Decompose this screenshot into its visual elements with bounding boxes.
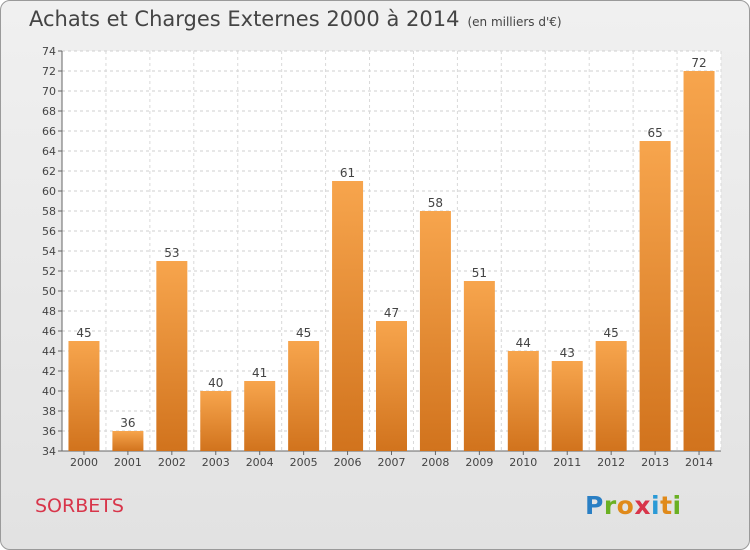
bar	[419, 211, 451, 451]
data-label: 47	[384, 306, 399, 320]
bar	[463, 281, 495, 451]
y-tick-label: 44	[42, 345, 56, 358]
x-tick-label: 2013	[641, 456, 669, 469]
y-tick-label: 50	[42, 285, 56, 298]
x-tick-label: 2006	[334, 456, 362, 469]
y-tick-label: 42	[42, 365, 56, 378]
town-name: SORBETS	[35, 495, 124, 517]
bar	[507, 351, 539, 451]
x-tick-label: 2004	[246, 456, 274, 469]
y-tick-label: 72	[42, 65, 56, 78]
data-label: 45	[296, 326, 311, 340]
y-tick-label: 60	[42, 185, 56, 198]
x-tick-label: 2007	[378, 456, 406, 469]
logo-letter: r	[603, 491, 617, 520]
x-tick-label: 2011	[553, 456, 581, 469]
x-tick-label: 2012	[597, 456, 625, 469]
data-label: 41	[252, 366, 267, 380]
data-label: 51	[472, 266, 487, 280]
logo-letter: x	[634, 491, 651, 520]
data-labels: 45 36 53 40 41 45 61 47 58 51 44 43 45 65 72	[76, 56, 706, 430]
x-tick-label: 2008	[421, 456, 449, 469]
y-tick-label: 58	[42, 205, 56, 218]
x-tick-label: 2014	[685, 456, 713, 469]
x-tick-label: 2001	[114, 456, 142, 469]
y-tick-label: 70	[42, 85, 56, 98]
title-text: Achats et Charges Externes 2000 à 2014	[29, 7, 460, 31]
y-tick-label: 36	[42, 425, 56, 438]
bar	[244, 381, 276, 451]
data-label: 53	[164, 246, 179, 260]
bar	[639, 141, 671, 451]
data-label: 65	[647, 126, 662, 140]
y-tick-label: 38	[42, 405, 56, 418]
data-label: 40	[208, 376, 223, 390]
bar	[376, 321, 407, 451]
bar	[595, 341, 627, 451]
data-label: 61	[340, 166, 355, 180]
y-tick-label: 40	[42, 385, 56, 398]
bar	[332, 181, 364, 451]
bar	[288, 341, 320, 451]
x-tick-label: 2005	[290, 456, 318, 469]
data-label: 72	[691, 56, 706, 70]
chart-title: Achats et Charges Externes 2000 à 2014 (e…	[29, 7, 562, 31]
y-tick-label: 46	[42, 325, 56, 338]
bar	[68, 341, 100, 451]
subtitle-text: (en milliers d'€)	[467, 15, 562, 29]
y-tick-label: 66	[42, 125, 56, 138]
y-tick-label: 48	[42, 305, 56, 318]
bar	[551, 361, 583, 451]
data-label: 45	[604, 326, 619, 340]
y-tick-label: 52	[42, 265, 56, 278]
logo-letter: t	[660, 491, 673, 520]
bar	[112, 431, 144, 451]
y-tick-label: 54	[42, 245, 56, 258]
x-tick-label: 2010	[509, 456, 537, 469]
x-tick-label: 2002	[158, 456, 186, 469]
data-label: 36	[120, 416, 135, 430]
y-tick-label: 56	[42, 225, 56, 238]
y-tick-label: 74	[42, 45, 56, 58]
data-label: 45	[76, 326, 91, 340]
logo-letter: i	[651, 491, 661, 520]
bars	[68, 71, 715, 451]
bar	[156, 261, 188, 451]
x-tick-label: 2003	[202, 456, 230, 469]
data-label: 44	[516, 336, 531, 350]
y-tick-label: 64	[42, 145, 56, 158]
proxiti-logo[interactable]: Proxiti	[585, 491, 682, 520]
x-tick-label: 2009	[465, 456, 493, 469]
x-tick-label: 2000	[70, 456, 98, 469]
logo-letter: o	[616, 491, 635, 520]
logo-letter: P	[585, 491, 604, 520]
logo-letter: i	[672, 491, 682, 520]
bar	[200, 391, 232, 451]
y-tick-label: 68	[42, 105, 56, 118]
y-tick-label: 34	[42, 445, 56, 458]
data-label: 43	[560, 346, 575, 360]
bar	[683, 71, 715, 451]
y-tick-label: 62	[42, 165, 56, 178]
data-label: 58	[428, 196, 443, 210]
y-tick-labels: 34 36 38 40 42 44 46 48 50 52 54 56 58 60 62 64 66 68 70 72…	[42, 45, 56, 458]
x-tick-labels: 2000 2001 2002 2003 2004 2005 2006 2007 2008 2009…	[70, 456, 713, 469]
